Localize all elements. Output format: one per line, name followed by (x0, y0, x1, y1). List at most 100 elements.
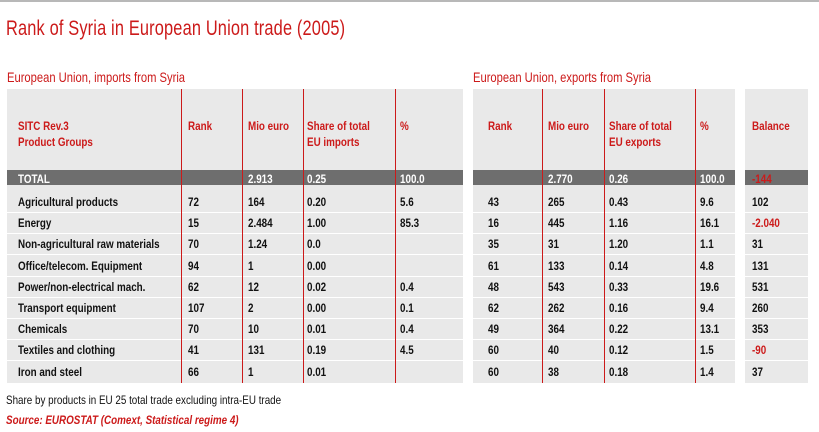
cell-imp-rank: 41 (188, 343, 199, 357)
cell-imp-rank: 70 (188, 322, 199, 336)
cell-exp-mio: 40 (548, 343, 559, 357)
cell-exp-share: 0.14 (609, 259, 629, 273)
header-exp-rank: Rank (488, 119, 513, 133)
cell-exp-rank: 60 (488, 343, 499, 357)
cell-imp-mio: 10 (248, 322, 259, 336)
cell-exp-rank: 49 (488, 322, 499, 336)
cell-group: Power/non-electrical mach. (18, 280, 146, 294)
cell-exp-mio: 265 (548, 195, 565, 209)
col-sep-exp-pct (695, 89, 696, 383)
cell-imp-pct: 85.3 (400, 216, 420, 230)
cell-imp-mio: 131 (248, 343, 265, 357)
cell-imp-rank: 107 (188, 301, 205, 315)
total-imp-mio: 2.913 (248, 172, 273, 186)
cell-balance: 131 (752, 259, 769, 273)
row-separator (7, 360, 463, 361)
cell-imp-share: 0.01 (307, 322, 327, 336)
row-separator (745, 297, 808, 298)
cell-exp-pct: 16.1 (700, 216, 720, 230)
cell-exp-mio: 133 (548, 259, 565, 273)
total-bar-imports (7, 170, 463, 185)
imports-panel (7, 89, 463, 383)
cell-exp-rank: 16 (488, 216, 499, 230)
cell-exp-pct: 19.6 (700, 280, 720, 294)
cell-group: Agricultural products (18, 195, 119, 209)
cell-exp-share: 0.43 (609, 195, 629, 209)
total-balance: -144 (752, 172, 772, 186)
cell-balance: 31 (752, 237, 763, 251)
cell-imp-share: 0.00 (307, 301, 327, 315)
header-exp-mio: Mio euro (548, 119, 589, 133)
row-separator (7, 276, 463, 277)
cell-exp-pct: 13.1 (700, 322, 720, 336)
cell-imp-pct: 4.5 (400, 343, 414, 357)
row-separator (745, 318, 808, 319)
cell-imp-share: 1.00 (307, 216, 327, 230)
cell-balance: 102 (752, 195, 769, 209)
row-separator (7, 212, 463, 213)
cell-balance: -90 (752, 343, 767, 357)
cell-imp-rank: 15 (188, 216, 199, 230)
source-note: Source: EUROSTAT (Comext, Statistical re… (6, 413, 239, 427)
cell-exp-mio: 543 (548, 280, 565, 294)
cell-exp-share: 0.12 (609, 343, 629, 357)
header-exp-share: Share of total EU exports (609, 119, 672, 149)
header-imp-mio: Mio euro (248, 119, 289, 133)
row-separator (745, 360, 808, 361)
header-imp-rank: Rank (188, 119, 213, 133)
cell-exp-pct: 9.4 (700, 301, 714, 315)
cell-imp-mio: 164 (248, 195, 265, 209)
cell-imp-pct: 0.1 (400, 301, 414, 315)
cell-exp-rank: 48 (488, 280, 499, 294)
total-imp-pct: 100.0 (400, 172, 425, 186)
cell-balance: 37 (752, 365, 763, 379)
cell-imp-share: 0.00 (307, 259, 327, 273)
cell-group: Non-agricultural raw materials (18, 237, 160, 251)
cell-exp-rank: 60 (488, 365, 499, 379)
cell-exp-rank: 43 (488, 195, 499, 209)
cell-exp-pct: 1.4 (700, 365, 714, 379)
cell-imp-pct: 0.4 (400, 322, 414, 336)
total-bar-balance (745, 170, 808, 185)
cell-imp-share: 0.0 (307, 237, 321, 251)
header-imp-share: Share of total EU imports (307, 119, 370, 149)
footnote: Share by products in EU 25 total trade e… (6, 393, 282, 407)
cell-exp-pct: 4.8 (700, 259, 714, 273)
row-separator (7, 339, 463, 340)
col-sep-rank (181, 89, 182, 383)
cell-exp-rank: 35 (488, 237, 499, 251)
row-separator (7, 318, 463, 319)
cell-imp-pct: 5.6 (400, 195, 414, 209)
row-separator (745, 339, 808, 340)
row-separator (745, 276, 808, 277)
cell-imp-share: 0.01 (307, 365, 327, 379)
cell-imp-rank: 72 (188, 195, 199, 209)
cell-imp-rank: 66 (188, 365, 199, 379)
cell-exp-rank: 62 (488, 301, 499, 315)
header-imp-pct: % (400, 119, 409, 133)
row-separator (745, 254, 808, 255)
row-separator (7, 233, 463, 234)
total-exp-mio: 2.770 (548, 172, 573, 186)
cell-imp-share: 0.19 (307, 343, 327, 357)
cell-exp-pct: 9.6 (700, 195, 714, 209)
cell-exp-mio: 31 (548, 237, 559, 251)
cell-exp-mio: 364 (548, 322, 565, 336)
cell-group: Transport equipment (18, 301, 116, 315)
cell-imp-share: 0.02 (307, 280, 327, 294)
row-separator (7, 297, 463, 298)
cell-balance: -2.040 (752, 216, 780, 230)
cell-exp-share: 0.22 (609, 322, 629, 336)
col-sep-exp-share (604, 89, 605, 383)
top-rule (0, 0, 819, 2)
header-product-groups: SITC Rev.3 Product Groups (18, 119, 93, 149)
cell-exp-pct: 1.5 (700, 343, 714, 357)
cell-exp-share: 0.16 (609, 301, 629, 315)
total-exp-pct: 100.0 (700, 172, 725, 186)
cell-exp-mio: 262 (548, 301, 565, 315)
cell-group: Iron and steel (18, 365, 82, 379)
header-balance: Balance (752, 119, 790, 133)
cell-imp-mio: 2.484 (248, 216, 273, 230)
cell-imp-mio: 1 (248, 365, 254, 379)
total-label: TOTAL (18, 172, 50, 186)
